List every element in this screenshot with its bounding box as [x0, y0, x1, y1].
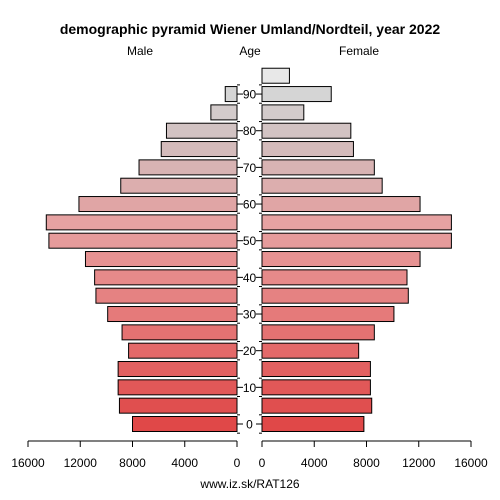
male-x-tick-label: 4000: [171, 456, 198, 470]
female-bar-18: [261, 86, 332, 103]
age-tick-label: 20: [243, 344, 257, 358]
female-bar-11: [261, 214, 452, 231]
female-bar-3: [261, 361, 371, 378]
male-bar-7: [95, 287, 238, 304]
male-bar-4: [128, 342, 238, 359]
male-bar-14: [138, 159, 238, 176]
female-bar-19: [261, 67, 290, 84]
source-footer: www.iz.sk/RAT126: [199, 477, 299, 491]
female-x-tick-label: 0: [259, 456, 266, 470]
male-bar-6: [107, 306, 238, 323]
female-bar-4: [261, 342, 360, 359]
female-bar-1: [261, 397, 373, 414]
female-bar-14: [261, 159, 375, 176]
female-bar-16: [261, 122, 352, 139]
female-label: Female: [339, 44, 379, 58]
male-bar-8: [94, 269, 238, 286]
age-tick-label: 10: [243, 381, 257, 395]
age-tick-label: 70: [243, 161, 257, 175]
age-tick-label: 40: [243, 271, 257, 285]
male-bar-16: [165, 122, 238, 139]
female-x-tick-label: 16000: [454, 456, 488, 470]
age-tick-label: 30: [243, 308, 257, 322]
age-label: Age: [239, 44, 261, 58]
male-x-tick-label: 8000: [119, 456, 146, 470]
male-bar-2: [117, 379, 238, 396]
male-bar-0: [132, 416, 238, 432]
age-axis: 0 10 20 30 40 50 60 70 80 90: [237, 84, 262, 434]
female-bar-10: [261, 232, 452, 249]
female-bar-8: [261, 269, 408, 286]
female-bar-15: [261, 141, 354, 158]
female-x-tick-label: 8000: [353, 456, 380, 470]
male-bar-13: [120, 177, 238, 194]
age-tick-label: 80: [243, 124, 257, 138]
male-bar-10: [48, 232, 238, 249]
female-bar-9: [261, 251, 421, 268]
male-label: Male: [127, 44, 153, 58]
male-bar-15: [160, 141, 238, 158]
age-tick-label: 60: [243, 198, 257, 212]
age-tick-label: 90: [243, 88, 257, 102]
chart-title: demographic pyramid Wiener Umland/Nordte…: [60, 21, 441, 37]
male-bar-11: [45, 214, 238, 231]
female-x-tick-label: 4000: [301, 456, 328, 470]
male-bar-17: [210, 104, 238, 121]
female-bar-13: [261, 177, 383, 194]
male-x-tick-label: 12000: [64, 456, 98, 470]
male-bar-12: [78, 196, 238, 213]
female-bars: [261, 67, 452, 432]
male-x-axis: 0 4000 8000 12000 16000: [11, 440, 241, 470]
male-x-tick-label: 0: [234, 456, 241, 470]
female-bar-2: [261, 379, 371, 396]
female-bar-5: [261, 324, 375, 341]
female-x-tick-label: 12000: [402, 456, 436, 470]
female-bar-0: [261, 416, 365, 432]
male-bar-3: [117, 361, 238, 378]
male-x-tick-label: 16000: [11, 456, 45, 470]
female-bar-6: [261, 306, 395, 323]
age-tick-label: 0: [246, 418, 253, 432]
female-bar-12: [261, 196, 421, 213]
male-bar-9: [84, 251, 238, 268]
male-bar-1: [118, 397, 238, 414]
female-bar-7: [261, 287, 409, 304]
female-bar-17: [261, 104, 305, 121]
age-tick-label: 50: [243, 234, 257, 248]
male-bar-18: [224, 86, 238, 103]
female-x-axis: 0 4000 8000 12000 16000: [259, 440, 488, 470]
male-bars: [45, 86, 238, 432]
male-bar-5: [121, 324, 238, 341]
